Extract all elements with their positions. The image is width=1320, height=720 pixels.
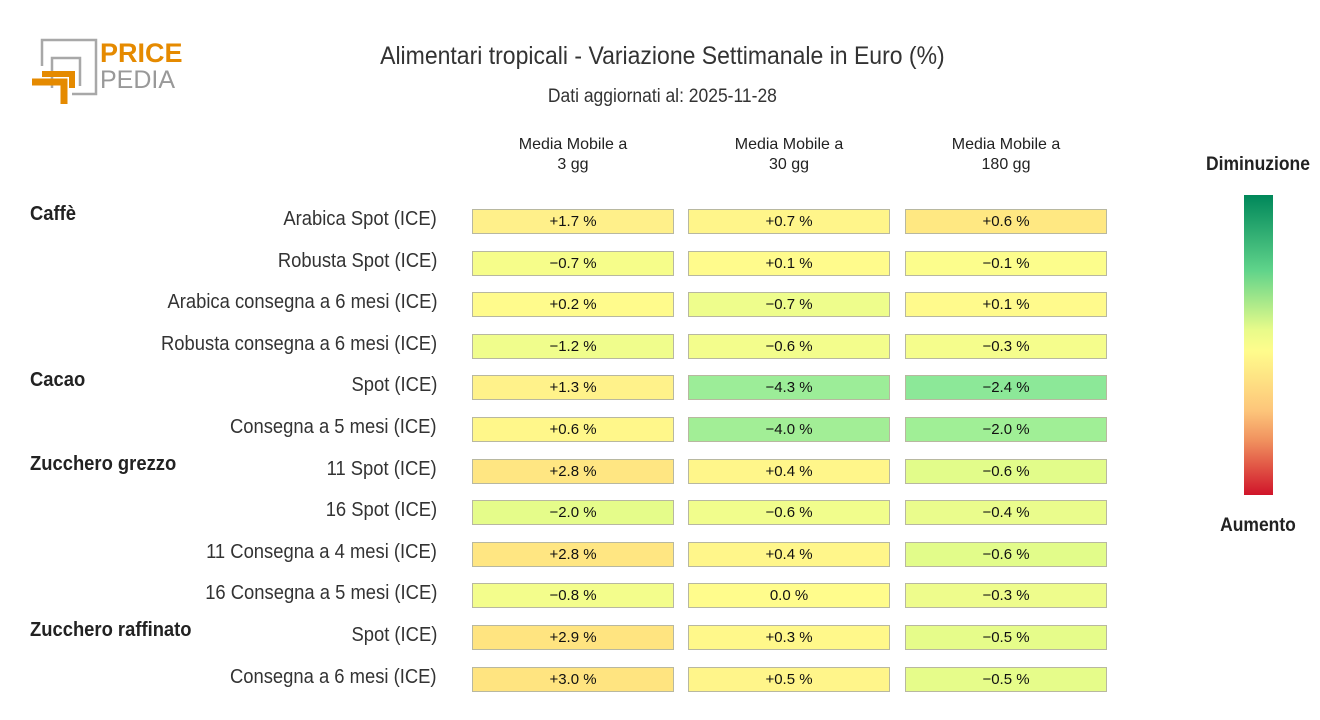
heatmap-cell: −0.1 % [905,250,1107,276]
heatmap-cell: −0.5 % [905,666,1107,692]
heatmap-cell: +0.7 % [688,209,890,234]
chart-subtitle: Dati aggiornati al: 2025-11-28 [547,86,777,107]
row-label: Arabica consegna a 6 mesi (ICE) [167,291,437,314]
heatmap-cell: −4.0 % [688,417,890,442]
pricepedia-logo: PRICE PEDIA [28,36,188,111]
row-label: Robusta Spot (ICE) [277,249,437,272]
heatmap-cell: +0.5 % [688,666,890,692]
heatmap-cell: −0.5 % [905,625,1107,650]
heatmap-cell: +2.9 % [472,625,674,650]
heatmap-cell: +0.4 % [688,541,890,567]
column-header: Media Mobile a 3 gg [518,136,628,173]
heatmap-cell: −1.2 % [472,333,674,359]
group-label: Zucchero raffinato [30,619,192,641]
row-label: Spot (ICE) [351,624,437,646]
legend-top-label: Diminuzione [1206,154,1310,175]
column-header: Media Mobile a 30 gg [734,136,844,173]
heatmap-cell: −2.0 % [905,417,1107,442]
heatmap-cell: −0.3 % [905,583,1107,609]
heatmap-cell: −0.6 % [905,458,1107,484]
heatmap-cell: −0.8 % [472,583,674,609]
heatmap-cell: −2.4 % [905,375,1107,401]
row-label: 11 Consegna a 4 mesi (ICE) [206,540,437,563]
heatmap-cell: −4.3 % [688,375,890,401]
row-label: Robusta consegna a 6 mesi (ICE) [160,332,437,355]
row-label: 16 Spot (ICE) [325,499,437,522]
chart-title: Alimentari tropicali - Variazione Settim… [380,42,945,70]
heatmap-cell: +3.0 % [472,666,674,692]
row-label: Spot (ICE) [351,374,437,397]
heatmap-cell: −0.6 % [905,541,1107,567]
heatmap-cell: 0.0 % [688,583,890,609]
row-label: Consegna a 6 mesi (ICE) [230,665,437,688]
heatmap-cell: +0.1 % [905,292,1107,318]
heatmap-cell: +0.6 % [472,417,674,442]
column-header: Media Mobile a 180 gg [951,136,1061,173]
heatmap-cell: −0.4 % [905,500,1107,526]
heatmap-cell: +2.8 % [472,541,674,567]
heatmap-cell: +0.4 % [688,458,890,484]
row-label: Consegna a 5 mesi (ICE) [230,416,437,438]
row-label: 16 Consegna a 5 mesi (ICE) [204,582,437,605]
heatmap-cell: +0.6 % [905,209,1107,234]
group-label: Zucchero grezzo [30,452,177,475]
heatmap-cell: −0.6 % [688,333,890,359]
group-label: Caffè [30,203,77,225]
heatmap-cell: +0.3 % [688,625,890,650]
heatmap-cell: +1.7 % [472,209,674,234]
color-scale-bar [1244,195,1273,495]
logo-mark-icon [32,38,98,104]
heatmap-cell: −0.3 % [905,333,1107,359]
heatmap-cell: +0.2 % [472,292,674,318]
heatmap-cell: −2.0 % [472,500,674,526]
heatmap-cell: −0.7 % [472,250,674,276]
heatmap-cell: −0.7 % [688,292,890,318]
legend-bottom-label: Aumento [1220,515,1296,536]
logo-pedia: PEDIA [100,66,176,94]
heatmap-cell: +1.3 % [472,375,674,401]
group-label: Cacao [30,369,86,392]
heatmap-cell: −0.6 % [688,500,890,526]
heatmap-cell: +2.8 % [472,458,674,484]
logo-price: PRICE [100,38,183,68]
row-label: Arabica Spot (ICE) [283,208,437,230]
row-label: 11 Spot (ICE) [326,457,437,480]
heatmap-cell: +0.1 % [688,250,890,276]
